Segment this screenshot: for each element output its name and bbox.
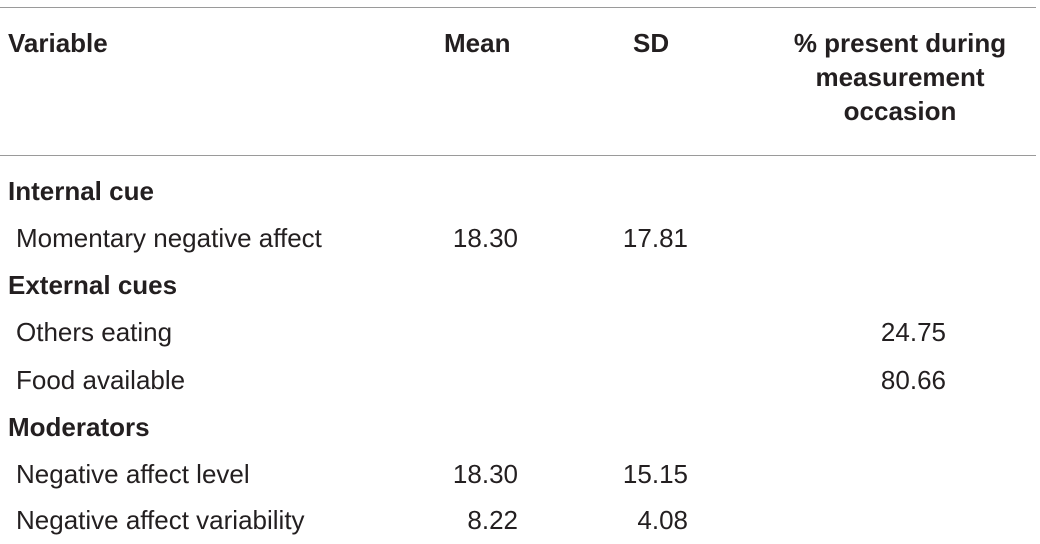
section-row: External cues xyxy=(0,262,1040,309)
header-mean: Mean xyxy=(444,28,511,58)
row-mean: 18.30 xyxy=(452,459,518,489)
row-sd: 15.15 xyxy=(622,459,688,489)
header-variable: Variable xyxy=(8,28,108,58)
table-row: Momentary negative affect 18.30 17.81 xyxy=(0,215,1040,262)
row-label: Negative affect level xyxy=(16,459,250,489)
row-mean: 8.22 xyxy=(467,505,518,535)
section-row: Moderators xyxy=(0,404,1040,451)
header-sd: SD xyxy=(633,28,670,58)
header-rule xyxy=(0,155,1036,156)
section-label: External cues xyxy=(8,270,178,300)
table-row: Negative affect level 18.30 15.15 xyxy=(0,451,1040,498)
row-label: Momentary negative affect xyxy=(16,223,322,253)
header-percent-present: % present during measurement occasion xyxy=(793,28,1007,126)
row-percent: 80.66 xyxy=(880,365,946,395)
table-row: Negative affect variability 8.22 4.08 xyxy=(0,497,1040,544)
row-label: Others eating xyxy=(16,317,173,347)
top-rule xyxy=(0,7,1036,8)
row-sd: 17.81 xyxy=(622,223,688,253)
table-row: Others eating 24.75 xyxy=(0,309,1040,356)
row-label: Negative affect variability xyxy=(16,505,305,535)
table-row: Food available 80.66 xyxy=(0,357,1040,404)
row-label: Food available xyxy=(16,365,186,395)
section-row: Internal cue xyxy=(0,168,1040,215)
row-sd: 4.08 xyxy=(637,505,688,535)
section-label: Moderators xyxy=(8,412,150,442)
row-percent: 24.75 xyxy=(880,317,946,347)
section-label: Internal cue xyxy=(8,176,154,206)
row-mean: 18.30 xyxy=(452,223,518,253)
